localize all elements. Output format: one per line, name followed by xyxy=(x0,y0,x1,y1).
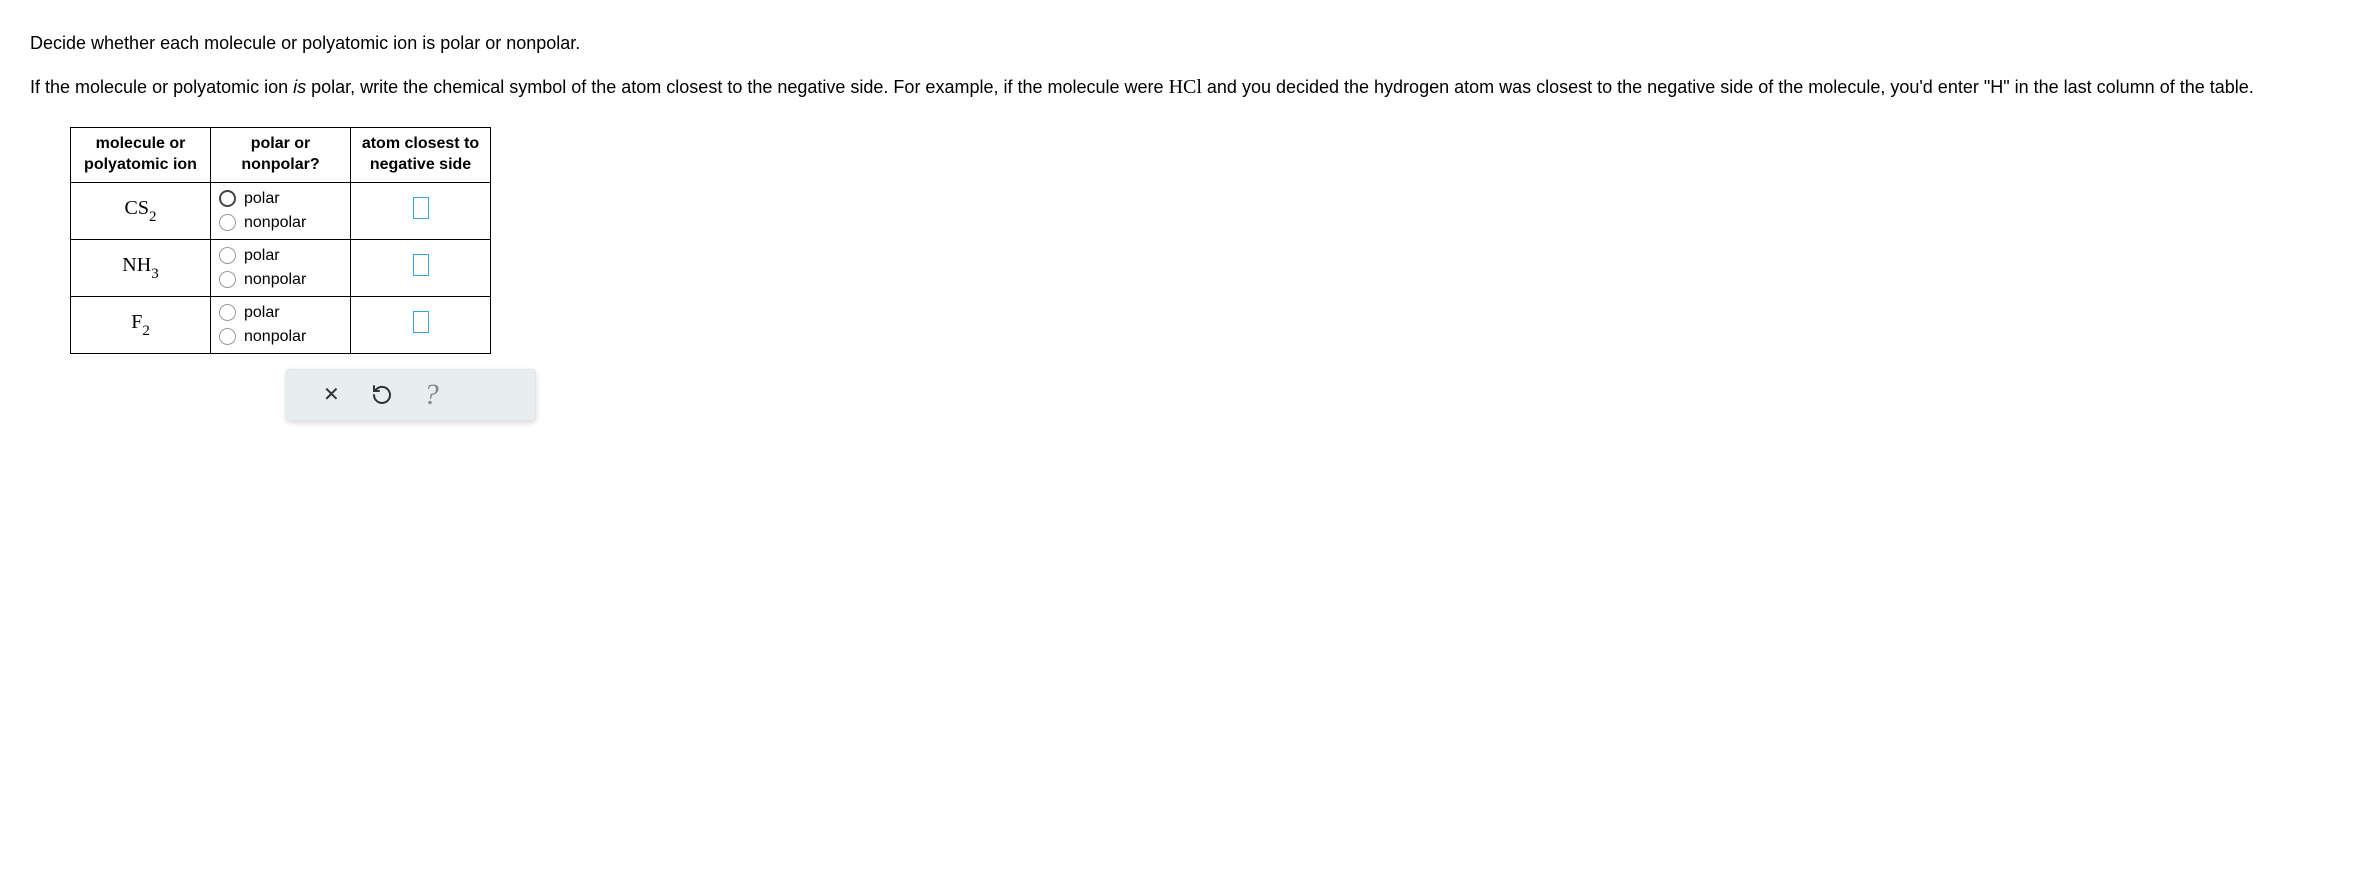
header-text: molecule or xyxy=(96,135,186,152)
negative-side-cell xyxy=(351,296,491,353)
header-molecule: molecule or polyatomic ion xyxy=(71,128,211,183)
header-text: atom closest to xyxy=(362,135,479,152)
negative-side-cell xyxy=(351,239,491,296)
instruction-text: polar, write the chemical symbol of the … xyxy=(306,77,1168,97)
instruction-chem: HCl xyxy=(1169,76,1202,98)
atom-input[interactable] xyxy=(413,254,429,276)
radio-option-nonpolar[interactable]: nonpolar xyxy=(219,325,342,349)
instruction-line-2: If the molecule or polyatomic ion is pol… xyxy=(30,72,2331,102)
table-row: NH3 polar nonpolar xyxy=(71,239,491,296)
radio-label: nonpolar xyxy=(244,214,306,232)
answer-table-wrapper: molecule or polyatomic ion polar or nonp… xyxy=(70,127,2331,421)
instruction-italic: is xyxy=(293,77,306,97)
formula-base: CS xyxy=(125,197,149,219)
formula-base: NH xyxy=(122,254,151,276)
radio-circle[interactable] xyxy=(219,247,236,264)
formula-subscript: 3 xyxy=(151,266,159,282)
radio-circle[interactable] xyxy=(219,328,236,345)
table-row: CS2 polar nonpolar xyxy=(71,182,491,239)
instruction-text: and you decided the hydrogen atom was cl… xyxy=(1202,77,1984,97)
help-button[interactable]: ? xyxy=(424,378,439,412)
radio-label: polar xyxy=(244,304,280,322)
radio-circle[interactable] xyxy=(219,271,236,288)
radio-label: polar xyxy=(244,247,280,265)
molecule-cell: CS2 xyxy=(71,182,211,239)
reset-button[interactable] xyxy=(370,383,394,407)
atom-input[interactable] xyxy=(413,311,429,333)
table-row: F2 polar nonpolar xyxy=(71,296,491,353)
radio-label: nonpolar xyxy=(244,328,306,346)
answer-table: molecule or polyatomic ion polar or nonp… xyxy=(70,127,491,354)
header-text: polar or xyxy=(251,135,311,152)
header-text: polyatomic ion xyxy=(84,156,197,173)
radio-label: polar xyxy=(244,190,280,208)
instruction-line-1: Decide whether each molecule or polyatom… xyxy=(30,30,2331,57)
reset-icon xyxy=(370,383,394,407)
instruction-quote: "H" xyxy=(1984,77,2010,97)
polarity-cell: polar nonpolar xyxy=(211,296,351,353)
radio-option-polar[interactable]: polar xyxy=(219,244,342,268)
molecule-cell: F2 xyxy=(71,296,211,353)
formula-base: F xyxy=(131,311,142,333)
molecule-cell: NH3 xyxy=(71,239,211,296)
radio-label: nonpolar xyxy=(244,271,306,289)
radio-option-polar[interactable]: polar xyxy=(219,187,342,211)
formula-subscript: 2 xyxy=(142,323,150,339)
header-text: nonpolar? xyxy=(241,156,319,173)
radio-circle[interactable] xyxy=(219,190,236,207)
help-icon: ? xyxy=(424,378,439,412)
header-polarity: polar or nonpolar? xyxy=(211,128,351,183)
negative-side-cell xyxy=(351,182,491,239)
instructions: Decide whether each molecule or polyatom… xyxy=(30,30,2331,102)
radio-option-polar[interactable]: polar xyxy=(219,301,342,325)
atom-input[interactable] xyxy=(413,197,429,219)
radio-option-nonpolar[interactable]: nonpolar xyxy=(219,268,342,292)
instruction-text: If the molecule or polyatomic ion xyxy=(30,77,293,97)
polarity-cell: polar nonpolar xyxy=(211,239,351,296)
answer-toolbar: ✕ ? xyxy=(286,369,536,421)
radio-circle[interactable] xyxy=(219,214,236,231)
header-negative-side: atom closest to negative side xyxy=(351,128,491,183)
formula-subscript: 2 xyxy=(149,209,157,225)
table-header-row: molecule or polyatomic ion polar or nonp… xyxy=(71,128,491,183)
radio-option-nonpolar[interactable]: nonpolar xyxy=(219,211,342,235)
x-icon: ✕ xyxy=(323,382,340,407)
instruction-text: Decide whether each molecule or polyatom… xyxy=(30,33,580,53)
radio-circle[interactable] xyxy=(219,304,236,321)
clear-button[interactable]: ✕ xyxy=(323,382,340,407)
header-text: negative side xyxy=(370,156,471,173)
polarity-cell: polar nonpolar xyxy=(211,182,351,239)
instruction-text: in the last column of the table. xyxy=(2010,77,2254,97)
